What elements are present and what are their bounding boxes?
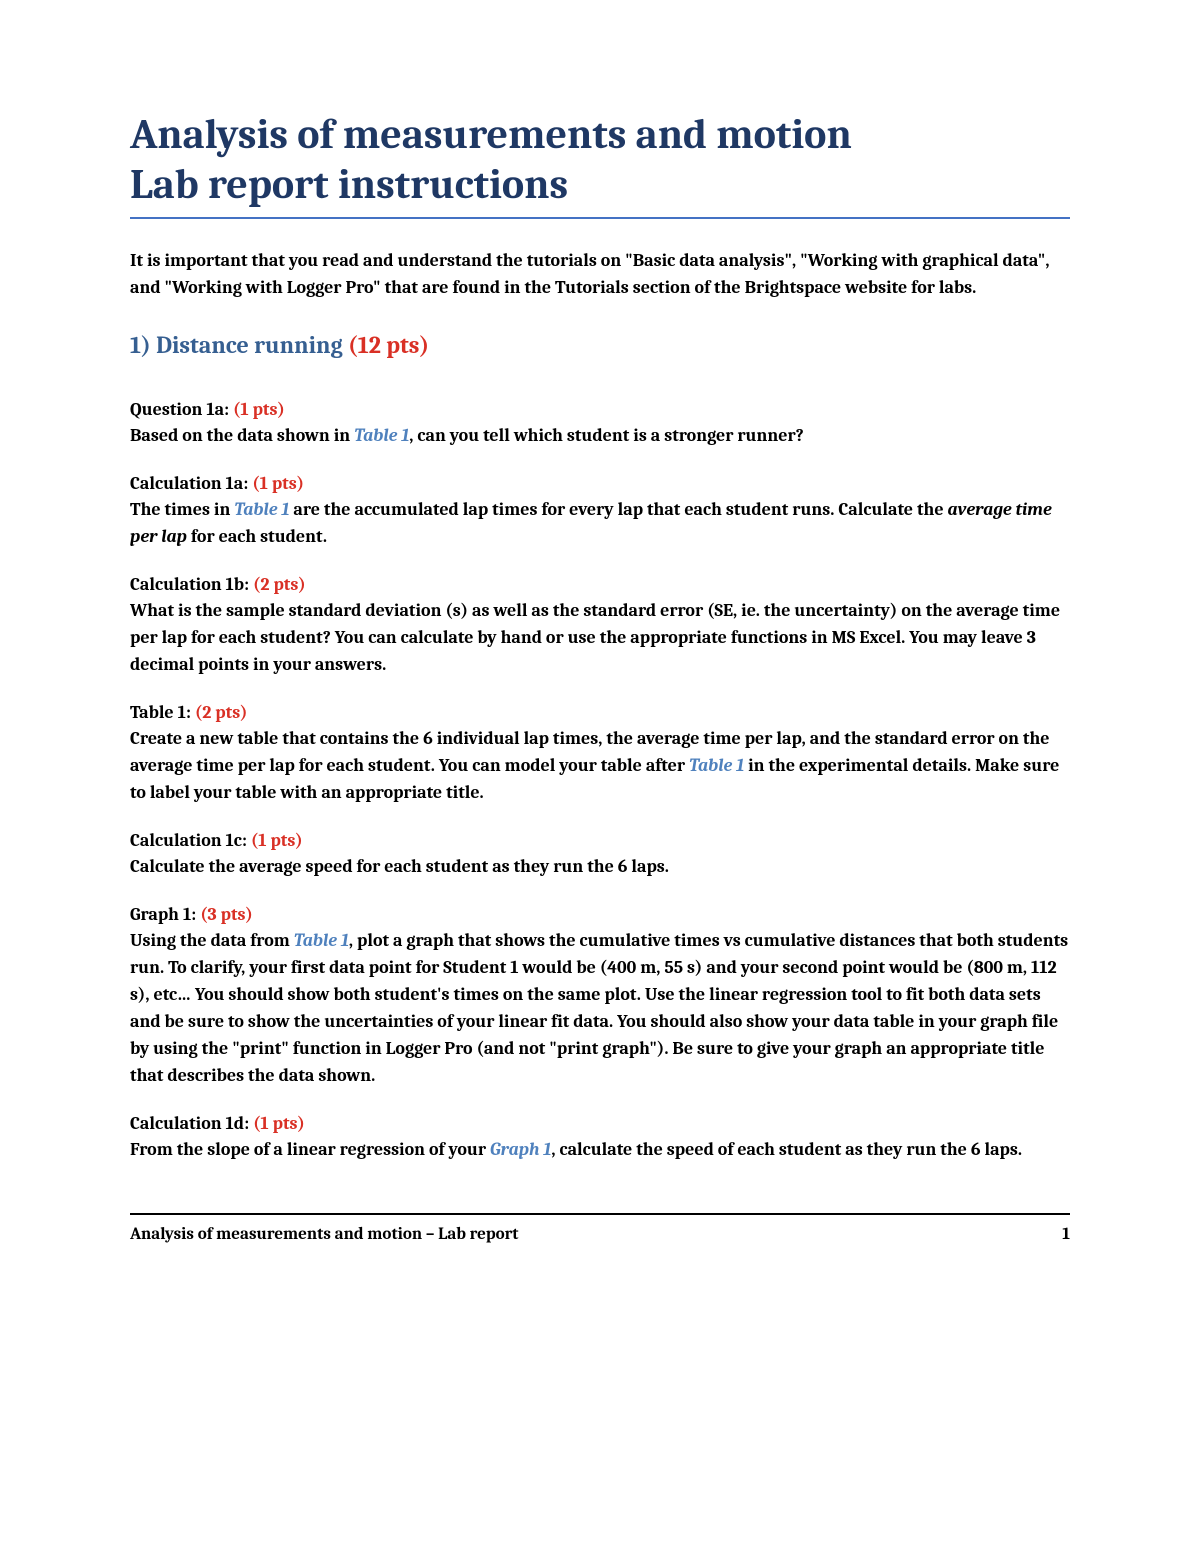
question-1a: Question 1a: (1 pts) Based on the data s… bbox=[130, 399, 1070, 449]
calculation-1d-label: Calculation 1d: (1 pts) bbox=[130, 1113, 1070, 1134]
calculation-1a-points: (1 pts) bbox=[252, 473, 304, 494]
calculation-1a-label: Calculation 1a: (1 pts) bbox=[130, 473, 1070, 494]
title-line-1: Analysis of measurements and motion bbox=[130, 110, 852, 159]
section-1-points: (12 pts) bbox=[348, 331, 429, 359]
question-1a-points: (1 pts) bbox=[233, 399, 285, 420]
calculation-1a-body: The times in Table 1 are the accumulated… bbox=[130, 496, 1070, 550]
page-number: 1 bbox=[1062, 1225, 1070, 1244]
calculation-1b-label: Calculation 1b: (2 pts) bbox=[130, 574, 1070, 595]
question-1a-label: Question 1a: (1 pts) bbox=[130, 399, 1070, 420]
calculation-1c-body: Calculate the average speed for each stu… bbox=[130, 853, 1070, 880]
section-1-label: 1) Distance running bbox=[130, 331, 348, 359]
calculation-1a: Calculation 1a: (1 pts) The times in Tab… bbox=[130, 473, 1070, 550]
calculation-1d: Calculation 1d: (1 pts) From the slope o… bbox=[130, 1113, 1070, 1163]
graph-1-task: Graph 1: (3 pts) Using the data from Tab… bbox=[130, 904, 1070, 1089]
calculation-1d-points: (1 pts) bbox=[253, 1113, 305, 1134]
graph-1-points: (3 pts) bbox=[200, 904, 253, 925]
calculation-1c-points: (1 pts) bbox=[251, 830, 303, 851]
table-1-reference: Table 1 bbox=[354, 425, 409, 446]
calculation-1c-label: Calculation 1c: (1 pts) bbox=[130, 830, 1070, 851]
graph-1-label: Graph 1: (3 pts) bbox=[130, 904, 1070, 925]
table-1-reference: Table 1 bbox=[234, 499, 289, 520]
title-line-2: Lab report instructions bbox=[130, 160, 568, 209]
intro-paragraph: It is important that you read and unders… bbox=[130, 247, 1070, 301]
calculation-1d-body: From the slope of a linear regression of… bbox=[130, 1136, 1070, 1163]
calculation-1b: Calculation 1b: (2 pts) What is the samp… bbox=[130, 574, 1070, 678]
document-title: Analysis of measurements and motion Lab … bbox=[130, 110, 1070, 219]
question-1a-body: Based on the data shown in Table 1, can … bbox=[130, 422, 1070, 449]
graph-1-reference: Graph 1 bbox=[490, 1139, 551, 1160]
table-1-reference: Table 1 bbox=[294, 930, 349, 951]
table-1-label: Table 1: (2 pts) bbox=[130, 702, 1070, 723]
table-1-points: (2 pts) bbox=[195, 702, 248, 723]
table-1-body: Create a new table that contains the 6 i… bbox=[130, 725, 1070, 806]
section-1-heading: 1) Distance running (12 pts) bbox=[130, 331, 1070, 359]
calculation-1c: Calculation 1c: (1 pts) Calculate the av… bbox=[130, 830, 1070, 880]
table-1-task: Table 1: (2 pts) Create a new table that… bbox=[130, 702, 1070, 806]
footer-title: Analysis of measurements and motion – La… bbox=[130, 1225, 519, 1244]
page-footer: Analysis of measurements and motion – La… bbox=[130, 1213, 1070, 1244]
graph-1-body: Using the data from Table 1, plot a grap… bbox=[130, 927, 1070, 1089]
calculation-1b-body: What is the sample standard deviation (s… bbox=[130, 597, 1070, 678]
calculation-1b-points: (2 pts) bbox=[253, 574, 306, 595]
table-1-reference: Table 1 bbox=[689, 755, 744, 776]
